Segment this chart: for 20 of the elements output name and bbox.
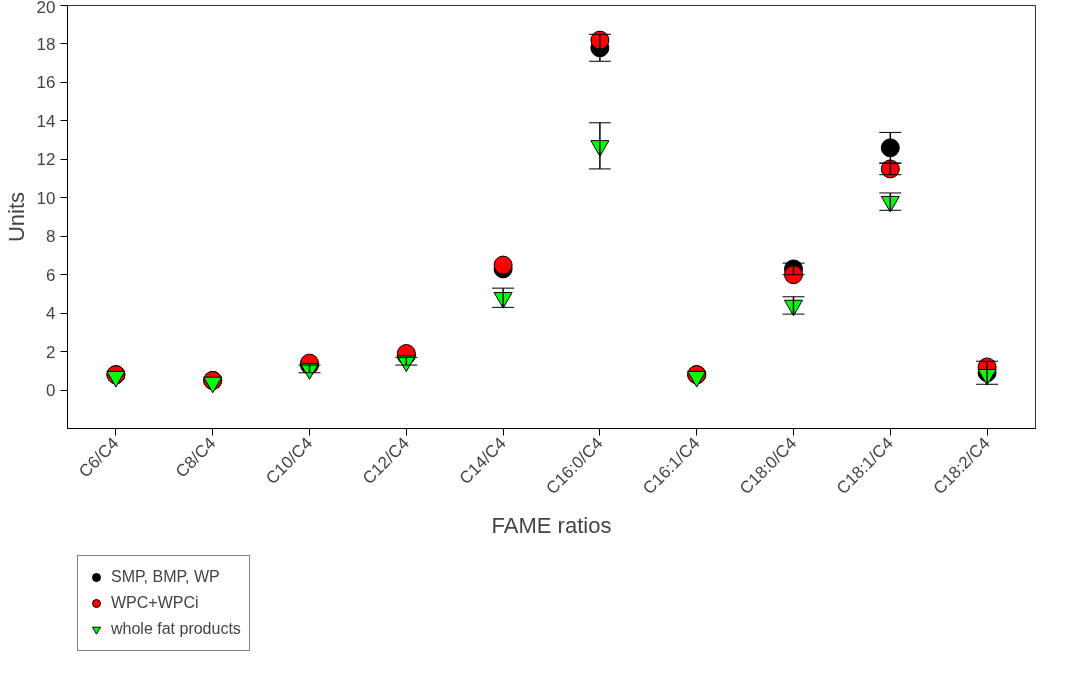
point [106, 370, 126, 388]
legend-label: SMP, BMP, WP [111, 568, 220, 586]
y-tick-label: 18 [36, 34, 56, 54]
x-axis-title: FAME ratios [491, 512, 612, 538]
y-tick-label: 4 [46, 304, 56, 324]
y-tick-label: 16 [36, 73, 56, 93]
y-tick-label: 14 [36, 111, 56, 131]
y-tick-label: 12 [36, 150, 56, 170]
y-tick-label: 6 [46, 265, 56, 285]
legend-label: whole fat products [111, 620, 241, 638]
y-tick-label: 20 [36, 0, 56, 17]
y-tick-label: 8 [46, 227, 56, 247]
point [880, 138, 900, 158]
point [203, 376, 223, 394]
point [687, 370, 707, 388]
legend-label: WPC+WPCi [111, 594, 199, 612]
y-axis-title: Units [3, 191, 29, 243]
y-tick-label: 0 [46, 381, 56, 401]
y-tick-label: 10 [36, 188, 56, 208]
y-tick-label: 2 [46, 342, 56, 362]
